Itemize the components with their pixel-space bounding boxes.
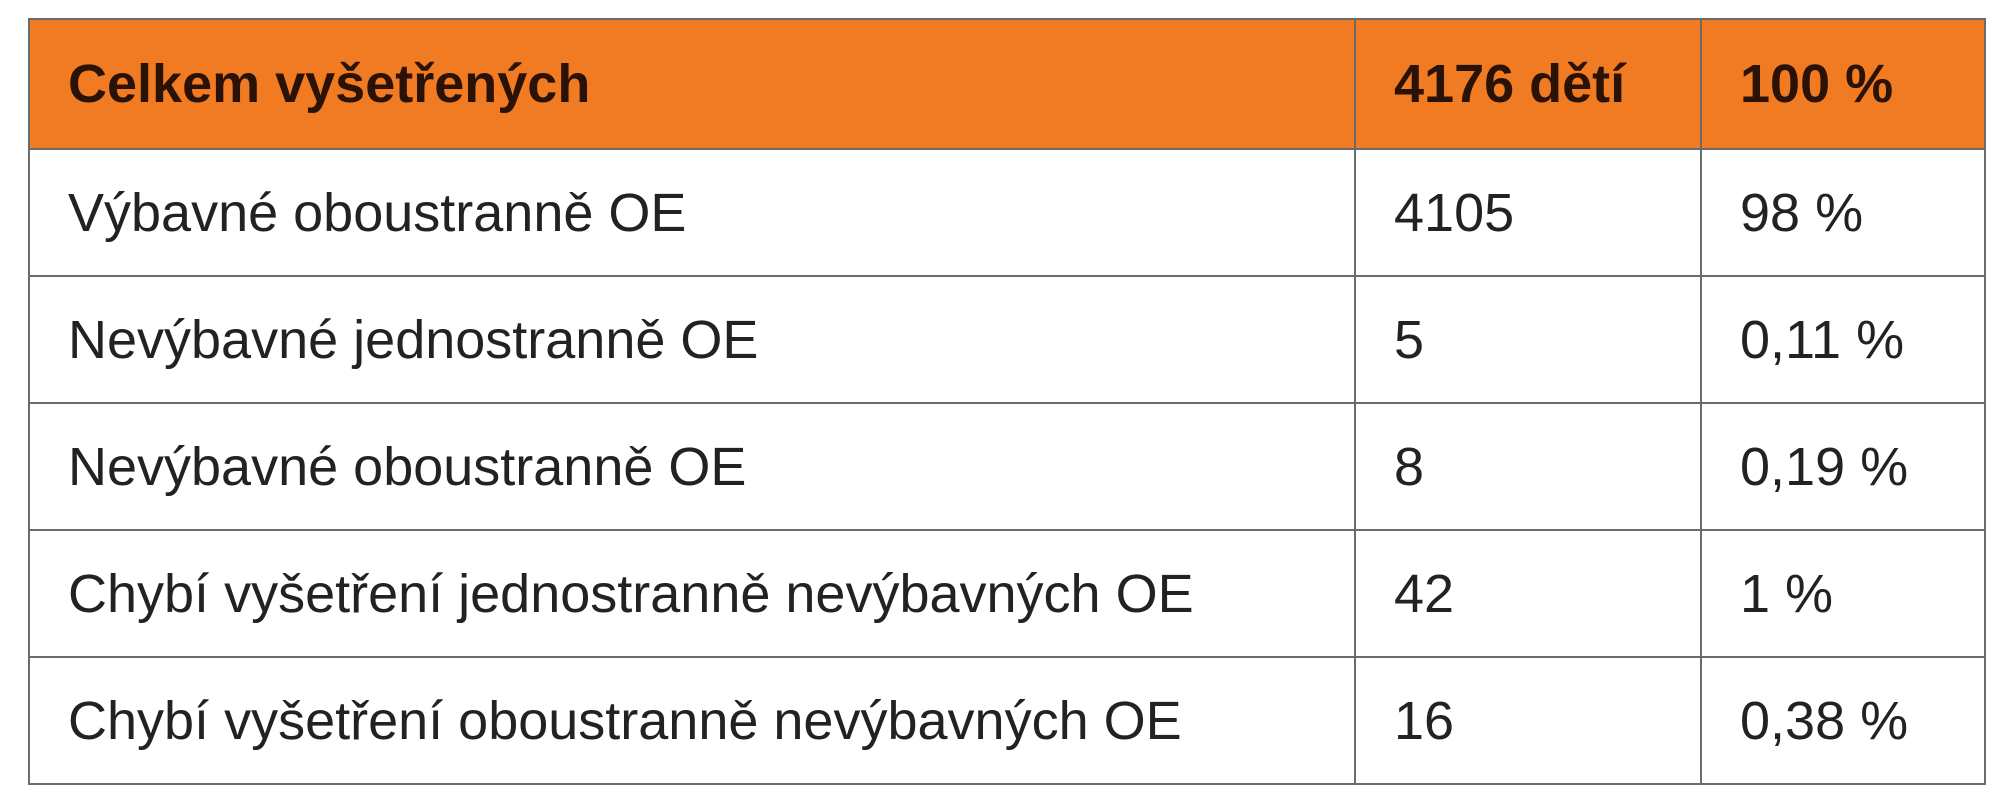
header-percent: 100 % xyxy=(1700,18,1986,150)
row-label: Nevýbavné jednostranně OE xyxy=(28,275,1356,404)
header-count: 4176 dětí xyxy=(1354,18,1702,150)
row-label: Chybí vyšetření jednostranně nevýbavných… xyxy=(28,529,1356,658)
row-percent: 98 % xyxy=(1700,148,1986,277)
row-count: 4105 xyxy=(1354,148,1702,277)
table-row: Nevýbavné oboustranně OE 8 0,19 % xyxy=(28,402,1986,531)
table-header: Celkem vyšetřených 4176 dětí 100 % xyxy=(28,18,1986,150)
header-label: Celkem vyšetřených xyxy=(28,18,1356,150)
table-row: Výbavné oboustranně OE 4105 98 % xyxy=(28,148,1986,277)
row-label: Výbavné oboustranně OE xyxy=(28,148,1356,277)
row-percent: 1 % xyxy=(1700,529,1986,658)
row-count: 42 xyxy=(1354,529,1702,658)
row-count: 5 xyxy=(1354,275,1702,404)
results-table: Celkem vyšetřených 4176 dětí 100 % Výbav… xyxy=(28,18,1986,785)
table-row: Chybí vyšetření oboustranně nevýbavných … xyxy=(28,656,1986,785)
header-row: Celkem vyšetřených 4176 dětí 100 % xyxy=(28,18,1986,150)
row-label: Nevýbavné oboustranně OE xyxy=(28,402,1356,531)
row-count: 16 xyxy=(1354,656,1702,785)
row-percent: 0,38 % xyxy=(1700,656,1986,785)
row-count: 8 xyxy=(1354,402,1702,531)
table-body: Výbavné oboustranně OE 4105 98 % Nevýbav… xyxy=(28,148,1986,785)
row-label: Chybí vyšetření oboustranně nevýbavných … xyxy=(28,656,1356,785)
row-percent: 0,19 % xyxy=(1700,402,1986,531)
results-table-container: Celkem vyšetřených 4176 dětí 100 % Výbav… xyxy=(28,18,1986,785)
table-row: Nevýbavné jednostranně OE 5 0,11 % xyxy=(28,275,1986,404)
table-row: Chybí vyšetření jednostranně nevýbavných… xyxy=(28,529,1986,658)
row-percent: 0,11 % xyxy=(1700,275,1986,404)
